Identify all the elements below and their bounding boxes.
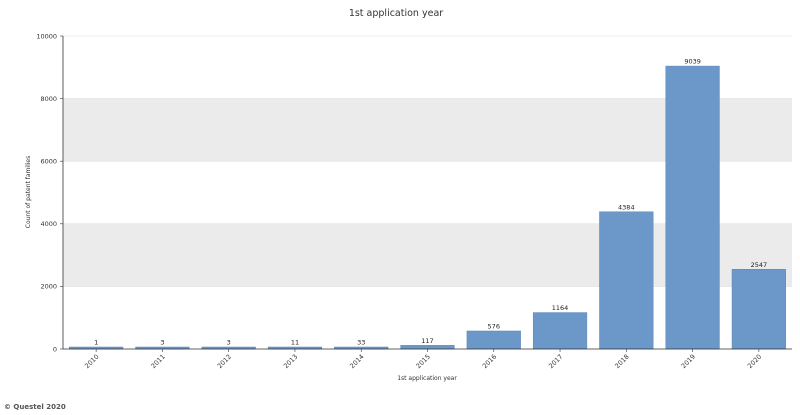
data-label-2012: 3 [227,339,231,347]
y-tick-label-0: 0 [53,345,57,353]
x-tick-label-2015: 2015 [415,353,432,370]
bar-2019 [665,65,720,350]
y-tick-label-8000: 8000 [40,95,57,103]
y-tick-label-4000: 4000 [40,220,57,228]
x-tick-label-2011: 2011 [149,353,166,370]
y-tick-label-10000: 10000 [36,32,57,40]
data-label-2020: 2547 [751,261,768,269]
x-tick-label-2014: 2014 [348,353,365,370]
bar-2017 [532,312,588,350]
x-tick-label-2017: 2017 [547,353,564,370]
x-tick-label-2019: 2019 [680,353,697,370]
data-label-2014: 33 [357,339,365,347]
data-label-2017: 1164 [552,304,569,312]
data-label-2011: 3 [160,339,164,347]
x-tick-labels: 2010 2011 2012 2013 2014 2015 2016 2017 2018 2019… [83,349,763,370]
x-tick-label-2010: 2010 [83,353,100,370]
bar-2016 [466,330,521,350]
y-tick-labels: 0 2000 4000 6000 8000 10000 [36,32,63,353]
x-tick-label-2013: 2013 [282,353,299,370]
chart-title: 1st application year [349,8,443,19]
bar-2015 [400,345,455,350]
x-tick-label-2020: 2020 [746,353,763,370]
y-tick-label-6000: 6000 [40,158,57,166]
x-axis-label: 1st application year [397,375,457,382]
y-axis-label: Count of patent families [25,156,32,228]
data-label-2016: 576 [488,322,500,330]
data-label-2013: 11 [291,339,299,347]
y-tick-label-2000: 2000 [40,283,57,291]
x-tick-label-2018: 2018 [613,353,630,370]
data-label-2010: 1 [94,339,98,347]
data-label-2015: 117 [421,337,433,345]
data-label-2018: 4384 [618,203,635,211]
copyright-notice: © Questel 2020 [4,403,66,411]
x-tick-label-2012: 2012 [216,353,233,370]
bars [69,65,786,350]
x-tick-label-2016: 2016 [481,353,498,370]
data-label-2019: 9039 [684,58,701,66]
bar-2018 [599,211,654,350]
bar-2020 [731,269,786,350]
